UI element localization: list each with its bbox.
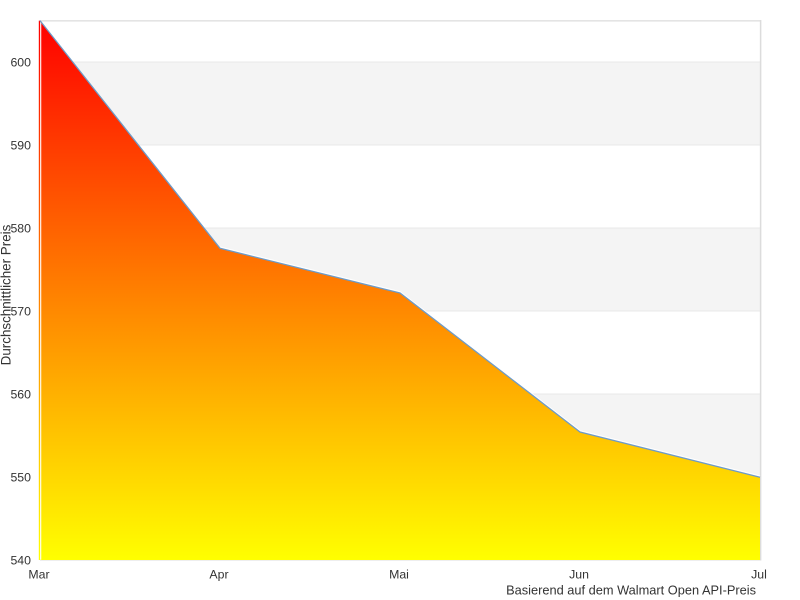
svg-text:600: 600 [10, 55, 31, 69]
svg-text:Durchschnittlicher Preis: Durchschnittlicher Preis [0, 224, 14, 365]
svg-text:Mai: Mai [389, 568, 409, 582]
svg-text:570: 570 [10, 304, 31, 318]
svg-text:Basierend auf dem Walmart Open: Basierend auf dem Walmart Open API-Preis [506, 582, 756, 597]
svg-text:560: 560 [10, 387, 31, 401]
svg-text:590: 590 [10, 138, 31, 152]
svg-text:Jul: Jul [751, 568, 767, 582]
svg-text:Apr: Apr [209, 568, 228, 582]
svg-text:Jun: Jun [569, 568, 589, 582]
svg-text:580: 580 [10, 221, 31, 235]
svg-text:550: 550 [10, 470, 31, 484]
svg-text:Mar: Mar [28, 568, 49, 582]
svg-text:540: 540 [10, 553, 31, 567]
